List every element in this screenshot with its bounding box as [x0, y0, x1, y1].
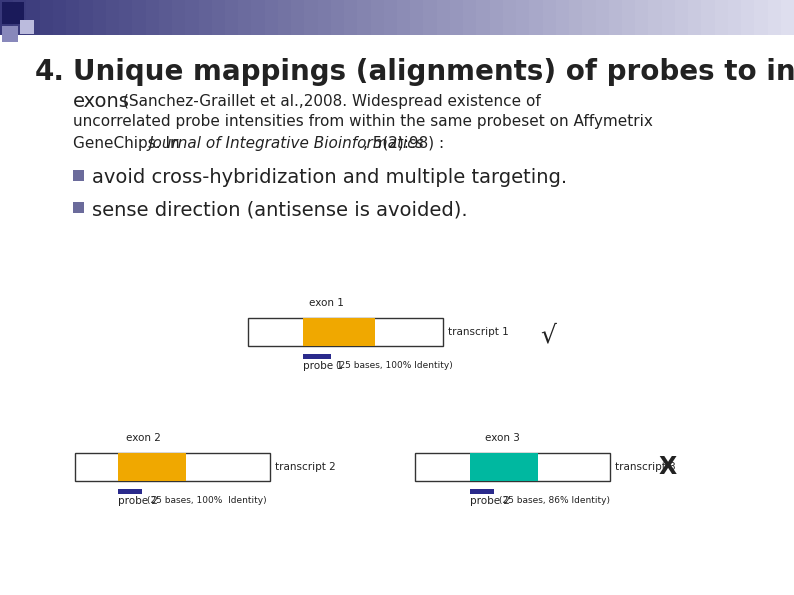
Text: (25 bases, 100% Identity): (25 bases, 100% Identity) [336, 361, 453, 370]
Bar [582, 0, 596, 35]
Bar [490, 0, 504, 35]
Bar [133, 0, 147, 35]
Bar [66, 0, 80, 35]
Bar [212, 0, 226, 35]
Bar [516, 0, 530, 35]
Text: 4.: 4. [35, 58, 65, 86]
Bar [463, 0, 477, 35]
Text: (Sanchez-Graillet et al.,2008. Widespread existence of: (Sanchez-Graillet et al.,2008. Widesprea… [123, 94, 541, 109]
Bar [172, 0, 187, 35]
Bar [701, 0, 715, 35]
Bar [248, 318, 443, 346]
Bar [410, 0, 425, 35]
Text: (25 bases, 100%  Identity): (25 bases, 100% Identity) [147, 496, 267, 505]
Text: probe 2: probe 2 [118, 496, 158, 506]
Bar [318, 0, 332, 35]
Text: exon 1: exon 1 [309, 298, 344, 308]
Text: , 5(2):98) :: , 5(2):98) : [363, 136, 444, 151]
Bar [79, 0, 94, 35]
Bar [781, 0, 794, 35]
Bar [437, 0, 451, 35]
Bar [556, 0, 570, 35]
Bar [530, 0, 544, 35]
Text: probe 1: probe 1 [303, 361, 342, 371]
Bar [415, 453, 610, 481]
Bar [384, 0, 398, 35]
Bar [503, 0, 517, 35]
Bar [145, 0, 160, 35]
Bar [609, 0, 623, 35]
Bar [278, 0, 292, 35]
Bar [75, 453, 270, 481]
Bar [635, 0, 649, 35]
Bar [476, 0, 491, 35]
Text: sense direction (antisense is avoided).: sense direction (antisense is avoided). [92, 200, 468, 219]
Bar [423, 0, 437, 35]
Bar [73, 202, 84, 213]
Bar [469, 489, 494, 494]
Bar [118, 453, 186, 481]
Bar [252, 0, 266, 35]
Bar [106, 0, 120, 35]
Bar [622, 0, 636, 35]
Bar [2, 26, 18, 42]
Bar [185, 0, 199, 35]
Bar [768, 0, 782, 35]
Text: probe 2: probe 2 [469, 496, 510, 506]
Bar [675, 0, 689, 35]
Bar [159, 0, 173, 35]
Text: √: √ [540, 324, 556, 347]
Bar [26, 0, 40, 35]
Bar [344, 0, 358, 35]
Text: avoid cross-hybridization and multiple targeting.: avoid cross-hybridization and multiple t… [92, 168, 567, 187]
Text: X: X [659, 455, 677, 479]
Bar [357, 0, 372, 35]
Bar [20, 20, 34, 34]
Bar [450, 0, 464, 35]
Text: Journal of Integrative Bioinformatics: Journal of Integrative Bioinformatics [148, 136, 424, 151]
Bar [264, 0, 279, 35]
Bar [397, 0, 411, 35]
Bar [688, 0, 703, 35]
Bar [118, 489, 142, 494]
Text: transcript 1: transcript 1 [448, 327, 509, 337]
Text: exon 2: exon 2 [125, 433, 160, 443]
Bar [741, 0, 755, 35]
Bar [649, 0, 663, 35]
Bar [469, 453, 538, 481]
Bar [715, 0, 729, 35]
Bar [225, 0, 239, 35]
Text: transcript 2: transcript 2 [275, 462, 336, 472]
Bar [303, 354, 330, 359]
Text: exons: exons [73, 92, 130, 111]
Bar [40, 0, 54, 35]
Bar [596, 0, 610, 35]
Bar [728, 0, 742, 35]
Text: (25 bases, 86% Identity): (25 bases, 86% Identity) [499, 496, 610, 505]
Bar [371, 0, 385, 35]
Bar [119, 0, 133, 35]
Text: GeneChips. In: GeneChips. In [73, 136, 184, 151]
Bar [661, 0, 676, 35]
Text: uncorrelated probe intensities from within the same probeset on Affymetrix: uncorrelated probe intensities from with… [73, 114, 653, 129]
Bar [93, 0, 107, 35]
Bar [542, 0, 557, 35]
Text: Unique mappings (alignments) of probes to individual: Unique mappings (alignments) of probes t… [73, 58, 794, 86]
Bar [291, 0, 306, 35]
Bar [73, 170, 84, 181]
Bar [303, 318, 375, 346]
Bar [238, 0, 252, 35]
Bar [53, 0, 67, 35]
Text: exon 3: exon 3 [485, 433, 520, 443]
Bar [13, 0, 28, 35]
Text: transcript 3: transcript 3 [615, 462, 676, 472]
Bar [2, 2, 24, 24]
Bar [331, 0, 345, 35]
Bar [304, 0, 318, 35]
Bar [0, 0, 14, 35]
Bar [754, 0, 769, 35]
Bar [569, 0, 584, 35]
Bar [198, 0, 213, 35]
